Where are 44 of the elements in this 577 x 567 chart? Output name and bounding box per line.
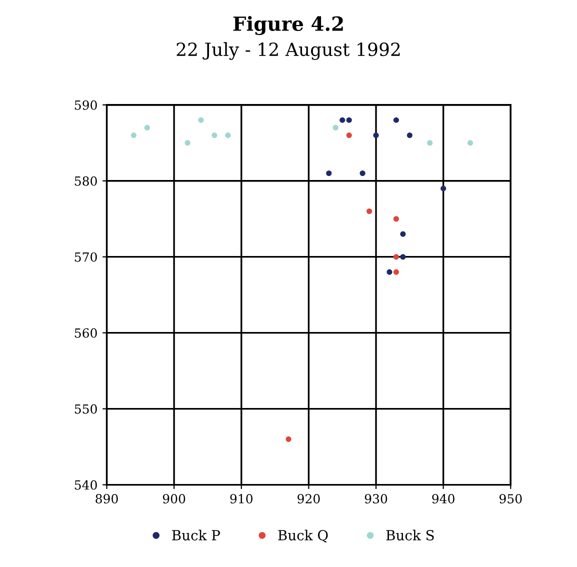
x-tick-label: 920: [298, 494, 320, 504]
legend-label: Buck S: [386, 530, 434, 540]
y-tick-label: 570: [74, 252, 97, 262]
point: [340, 117, 346, 123]
point: [393, 216, 399, 222]
x-tick-label: 890: [96, 494, 118, 504]
x-tick-label: 910: [230, 494, 252, 504]
point: [144, 124, 150, 130]
x-tick-label: 930: [364, 494, 388, 504]
x-tick-label: 950: [500, 494, 522, 504]
y-tick-label: 550: [74, 404, 97, 414]
point: [360, 170, 366, 176]
legend-label: Buck P: [172, 530, 220, 540]
point: [346, 117, 352, 123]
chart-title: Figure 4.2: [233, 16, 343, 36]
point: [184, 140, 190, 146]
x-tick-label: 940: [432, 494, 454, 504]
point: [332, 124, 338, 130]
point: [467, 140, 474, 146]
y-tick-label: 590: [74, 100, 97, 110]
y-tick-label: 540: [74, 480, 97, 490]
point: [326, 170, 332, 176]
point: [393, 269, 399, 275]
point: [393, 117, 399, 123]
point: [386, 269, 392, 275]
point: [406, 132, 412, 138]
point: [198, 117, 204, 123]
point: [130, 132, 136, 138]
legend-label: Buck Q: [278, 530, 328, 542]
point: [366, 208, 372, 214]
chart-subtitle: 22 July - 12 August 1992: [176, 42, 400, 60]
point: [373, 132, 379, 138]
point: [440, 186, 446, 192]
point: [346, 132, 352, 138]
point: [212, 132, 218, 138]
point: [393, 254, 399, 260]
x-tick-label: 900: [162, 494, 186, 504]
point: [225, 132, 231, 138]
y-tick-label: 580: [74, 176, 97, 186]
point: [400, 231, 406, 237]
y-tick-label: 560: [74, 328, 97, 338]
point: [286, 436, 292, 442]
point: [427, 140, 433, 146]
point: [400, 254, 406, 260]
